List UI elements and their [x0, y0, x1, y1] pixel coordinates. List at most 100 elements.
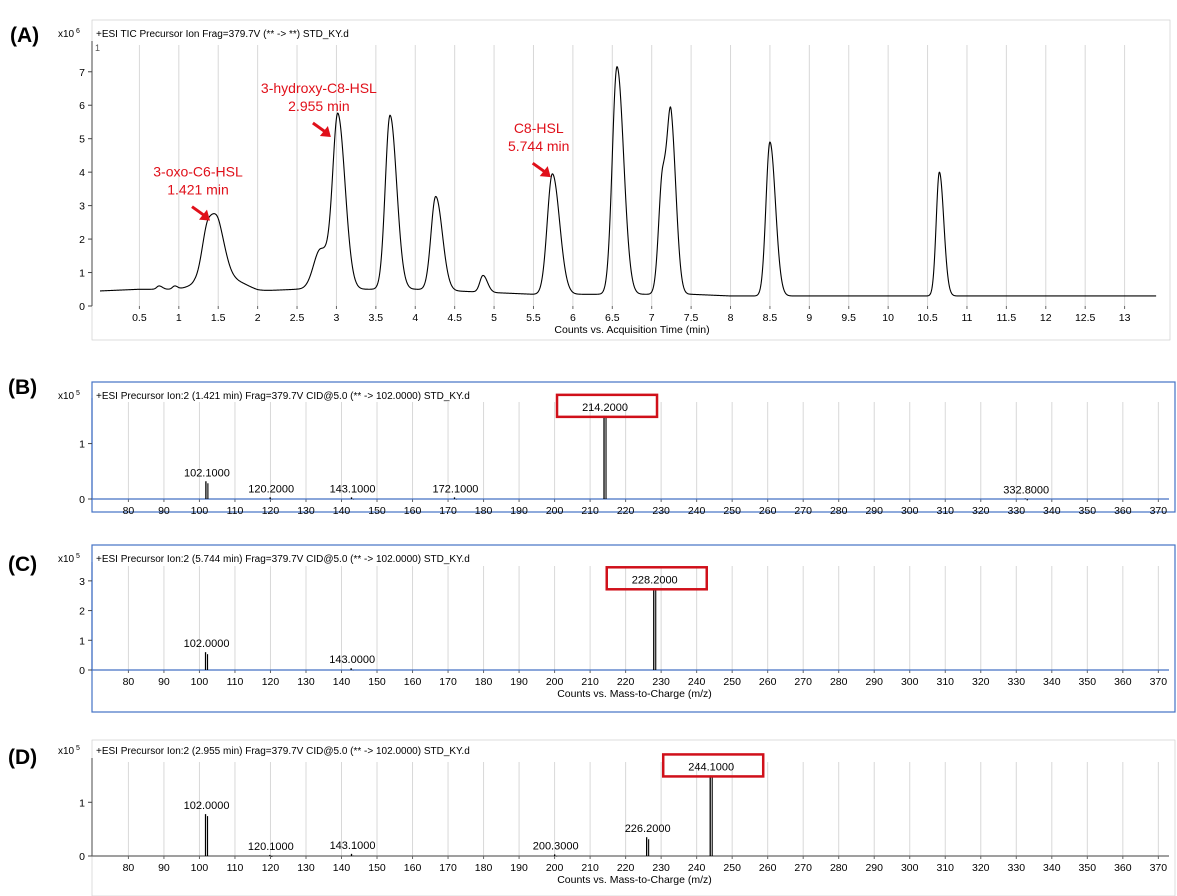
tick-label-x: 5.5 — [526, 312, 541, 324]
tick-label-x: 310 — [936, 505, 954, 517]
scale-label: x10 — [58, 391, 75, 402]
peak-label: 244.1000 — [688, 761, 734, 773]
tick-label-x: 80 — [123, 676, 135, 688]
tick-label-y: 2 — [79, 234, 85, 246]
tick-label-x: 190 — [510, 505, 528, 517]
tick-label-x: 270 — [794, 676, 812, 688]
tick-label-y: 0 — [79, 301, 85, 313]
tic-trace — [99, 65, 1157, 297]
panel-frame — [91, 381, 1176, 513]
tick-label-x: 250 — [723, 862, 741, 874]
tick-label-x: 4 — [412, 312, 418, 324]
tick-label-y: 3 — [79, 201, 85, 213]
tick-label-y: 7 — [79, 67, 85, 79]
x-axis-label: Counts vs. Mass-to-Charge (m/z) — [557, 874, 712, 886]
peak-label: 120.2000 — [248, 483, 294, 495]
tick-label-x: 240 — [688, 676, 706, 688]
tick-label-x: 1.5 — [211, 312, 226, 324]
tick-label-x: 150 — [368, 862, 386, 874]
annotation-arrowhead — [539, 166, 551, 178]
tick-label-x: 90 — [158, 505, 170, 517]
tick-label-x: 370 — [1150, 505, 1168, 517]
annotation-arrowhead — [198, 209, 210, 221]
panel-header: +ESI Precursor Ion:2 (5.744 min) Frag=37… — [96, 554, 470, 565]
tick-label-x: 200 — [546, 862, 564, 874]
annotation-label: 1.421 min — [167, 182, 228, 198]
tick-label-x: 330 — [1008, 862, 1026, 874]
panel-frame — [91, 544, 1176, 713]
tick-label-x: 320 — [972, 676, 990, 688]
tick-label-x: 210 — [581, 862, 599, 874]
peak-label: 226.2000 — [625, 823, 671, 835]
tick-label-x: 180 — [475, 505, 493, 517]
x-axis-label: Counts vs. Mass-to-Charge (m/z) — [557, 688, 712, 700]
tick-label-x: 9.5 — [841, 312, 856, 324]
tick-label-x: 270 — [794, 505, 812, 517]
panel-c-spectrum: (C) x10 5 +ESI Precursor Ion:2 (5.744 min) … — [8, 544, 1176, 713]
peak-label: 143.1000 — [330, 840, 376, 852]
tick-label-x: 220 — [617, 676, 635, 688]
annotation-label: 3-oxo-C6-HSL — [153, 164, 243, 180]
tick-label-x: 340 — [1043, 676, 1061, 688]
tick-label-x: 180 — [475, 862, 493, 874]
tick-label-x: 260 — [759, 505, 777, 517]
tick-label-x: 330 — [1008, 505, 1026, 517]
tick-label-x: 240 — [688, 505, 706, 517]
tick-label-x: 360 — [1114, 862, 1132, 874]
tick-label-x: 10.5 — [917, 312, 938, 324]
tick-label-x: 110 — [227, 676, 244, 688]
annotation-label: 3-hydroxy-C8-HSL — [261, 80, 377, 96]
tick-label-x: 370 — [1150, 862, 1168, 874]
tick-label-x: 6.5 — [605, 312, 620, 324]
tick-label-y: 2 — [79, 606, 85, 618]
tick-label-x: 190 — [510, 862, 528, 874]
tick-label-y: 0 — [79, 851, 85, 863]
tick-label-x: 180 — [475, 676, 493, 688]
tick-label-x: 11 — [962, 312, 973, 324]
tick-label-x: 5 — [491, 312, 497, 324]
panel-d-spectrum: (D) x10 5 +ESI Precursor Ion:2 (2.955 min) … — [8, 739, 1176, 896]
tick-label-x: 7 — [649, 312, 655, 324]
tick-label-x: 3 — [334, 312, 340, 324]
tick-label-x: 160 — [404, 862, 422, 874]
tick-label-x: 130 — [297, 862, 315, 874]
tick-label-x: 370 — [1150, 676, 1168, 688]
panel-label: (A) — [10, 24, 39, 47]
scale-exponent: 6 — [76, 28, 80, 35]
panel-header: +ESI Precursor Ion:2 (2.955 min) Frag=37… — [96, 746, 470, 757]
tick-label-x: 120 — [262, 862, 280, 874]
tick-label-x: 110 — [227, 862, 244, 874]
panel-label: (D) — [8, 746, 37, 769]
tick-label-x: 200 — [546, 505, 564, 517]
tick-label-x: 140 — [333, 862, 351, 874]
tick-label-x: 220 — [617, 862, 635, 874]
tick-label-x: 230 — [652, 676, 670, 688]
x-axis-label: Counts vs. Acquisition Time (min) — [554, 324, 709, 336]
tick-label-x: 80 — [123, 505, 135, 517]
tick-label-y: 5 — [79, 134, 85, 146]
panel-b-spectrum: (B) x10 5 +ESI Precursor Ion:2 (1.421 min) … — [8, 376, 1176, 517]
tick-label-x: 12.5 — [1075, 312, 1096, 324]
peak-label: 332.8000 — [1003, 484, 1049, 496]
tick-label-x: 7.5 — [684, 312, 699, 324]
tick-label-y: 4 — [79, 167, 85, 179]
peak-label: 143.1000 — [330, 483, 376, 495]
tick-label-x: 230 — [652, 505, 670, 517]
panel-header: +ESI TIC Precursor Ion Frag=379.7V (** -… — [96, 29, 349, 40]
panel-label: (B) — [8, 376, 37, 399]
tick-label-x: 280 — [830, 862, 848, 874]
tick-label-x: 310 — [936, 862, 954, 874]
tick-label-x: 90 — [158, 676, 170, 688]
tick-label-x: 160 — [404, 676, 422, 688]
tick-label-x: 170 — [439, 676, 457, 688]
tick-label-y: 0 — [79, 665, 85, 677]
tick-label-x: 120 — [262, 676, 280, 688]
tick-label-x: 140 — [333, 676, 351, 688]
peak-label: 143.0000 — [329, 654, 375, 666]
tick-label-x: 2.5 — [290, 312, 305, 324]
tick-label-x: 350 — [1079, 862, 1097, 874]
peak-label: 102.0000 — [184, 800, 230, 812]
tick-label-x: 330 — [1008, 676, 1026, 688]
tick-label-x: 0.5 — [132, 312, 147, 324]
